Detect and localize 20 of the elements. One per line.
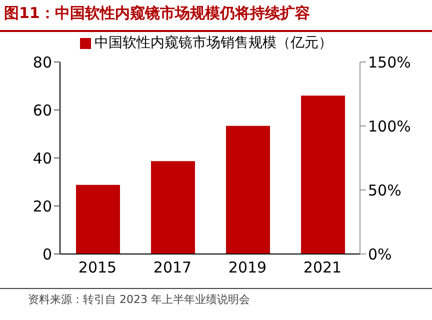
y-tick-label: 0 [42,245,52,264]
x-tick-label: 2019 [228,258,267,277]
x-tick-label: 2015 [78,258,117,277]
y-tick-label: 80 [32,53,52,72]
x-tick-label: 2021 [303,258,342,277]
bar [151,161,195,254]
y-tick-label: 60 [32,101,52,120]
chart-title: 图11：中国软性内窥镜市场规模仍将持续扩容 [4,4,310,23]
bar [226,126,270,254]
y-tick-label: 40 [32,149,52,168]
x-tick-label: 2017 [153,258,192,277]
text: 资料来源：转引自 2023 年上半年业绩说明会 [28,292,250,307]
bar [76,184,120,254]
y2-tick-label: 50% [368,181,402,200]
y2-tick-label: 0% [368,245,392,264]
y2-tick-label: 150% [368,53,411,72]
y-tick-label: 20 [32,197,52,216]
legend-label: 中国软性内窥镜市场销售规模（亿元） [94,35,332,51]
y2-tick-label: 100% [368,117,411,136]
bar [301,96,345,254]
